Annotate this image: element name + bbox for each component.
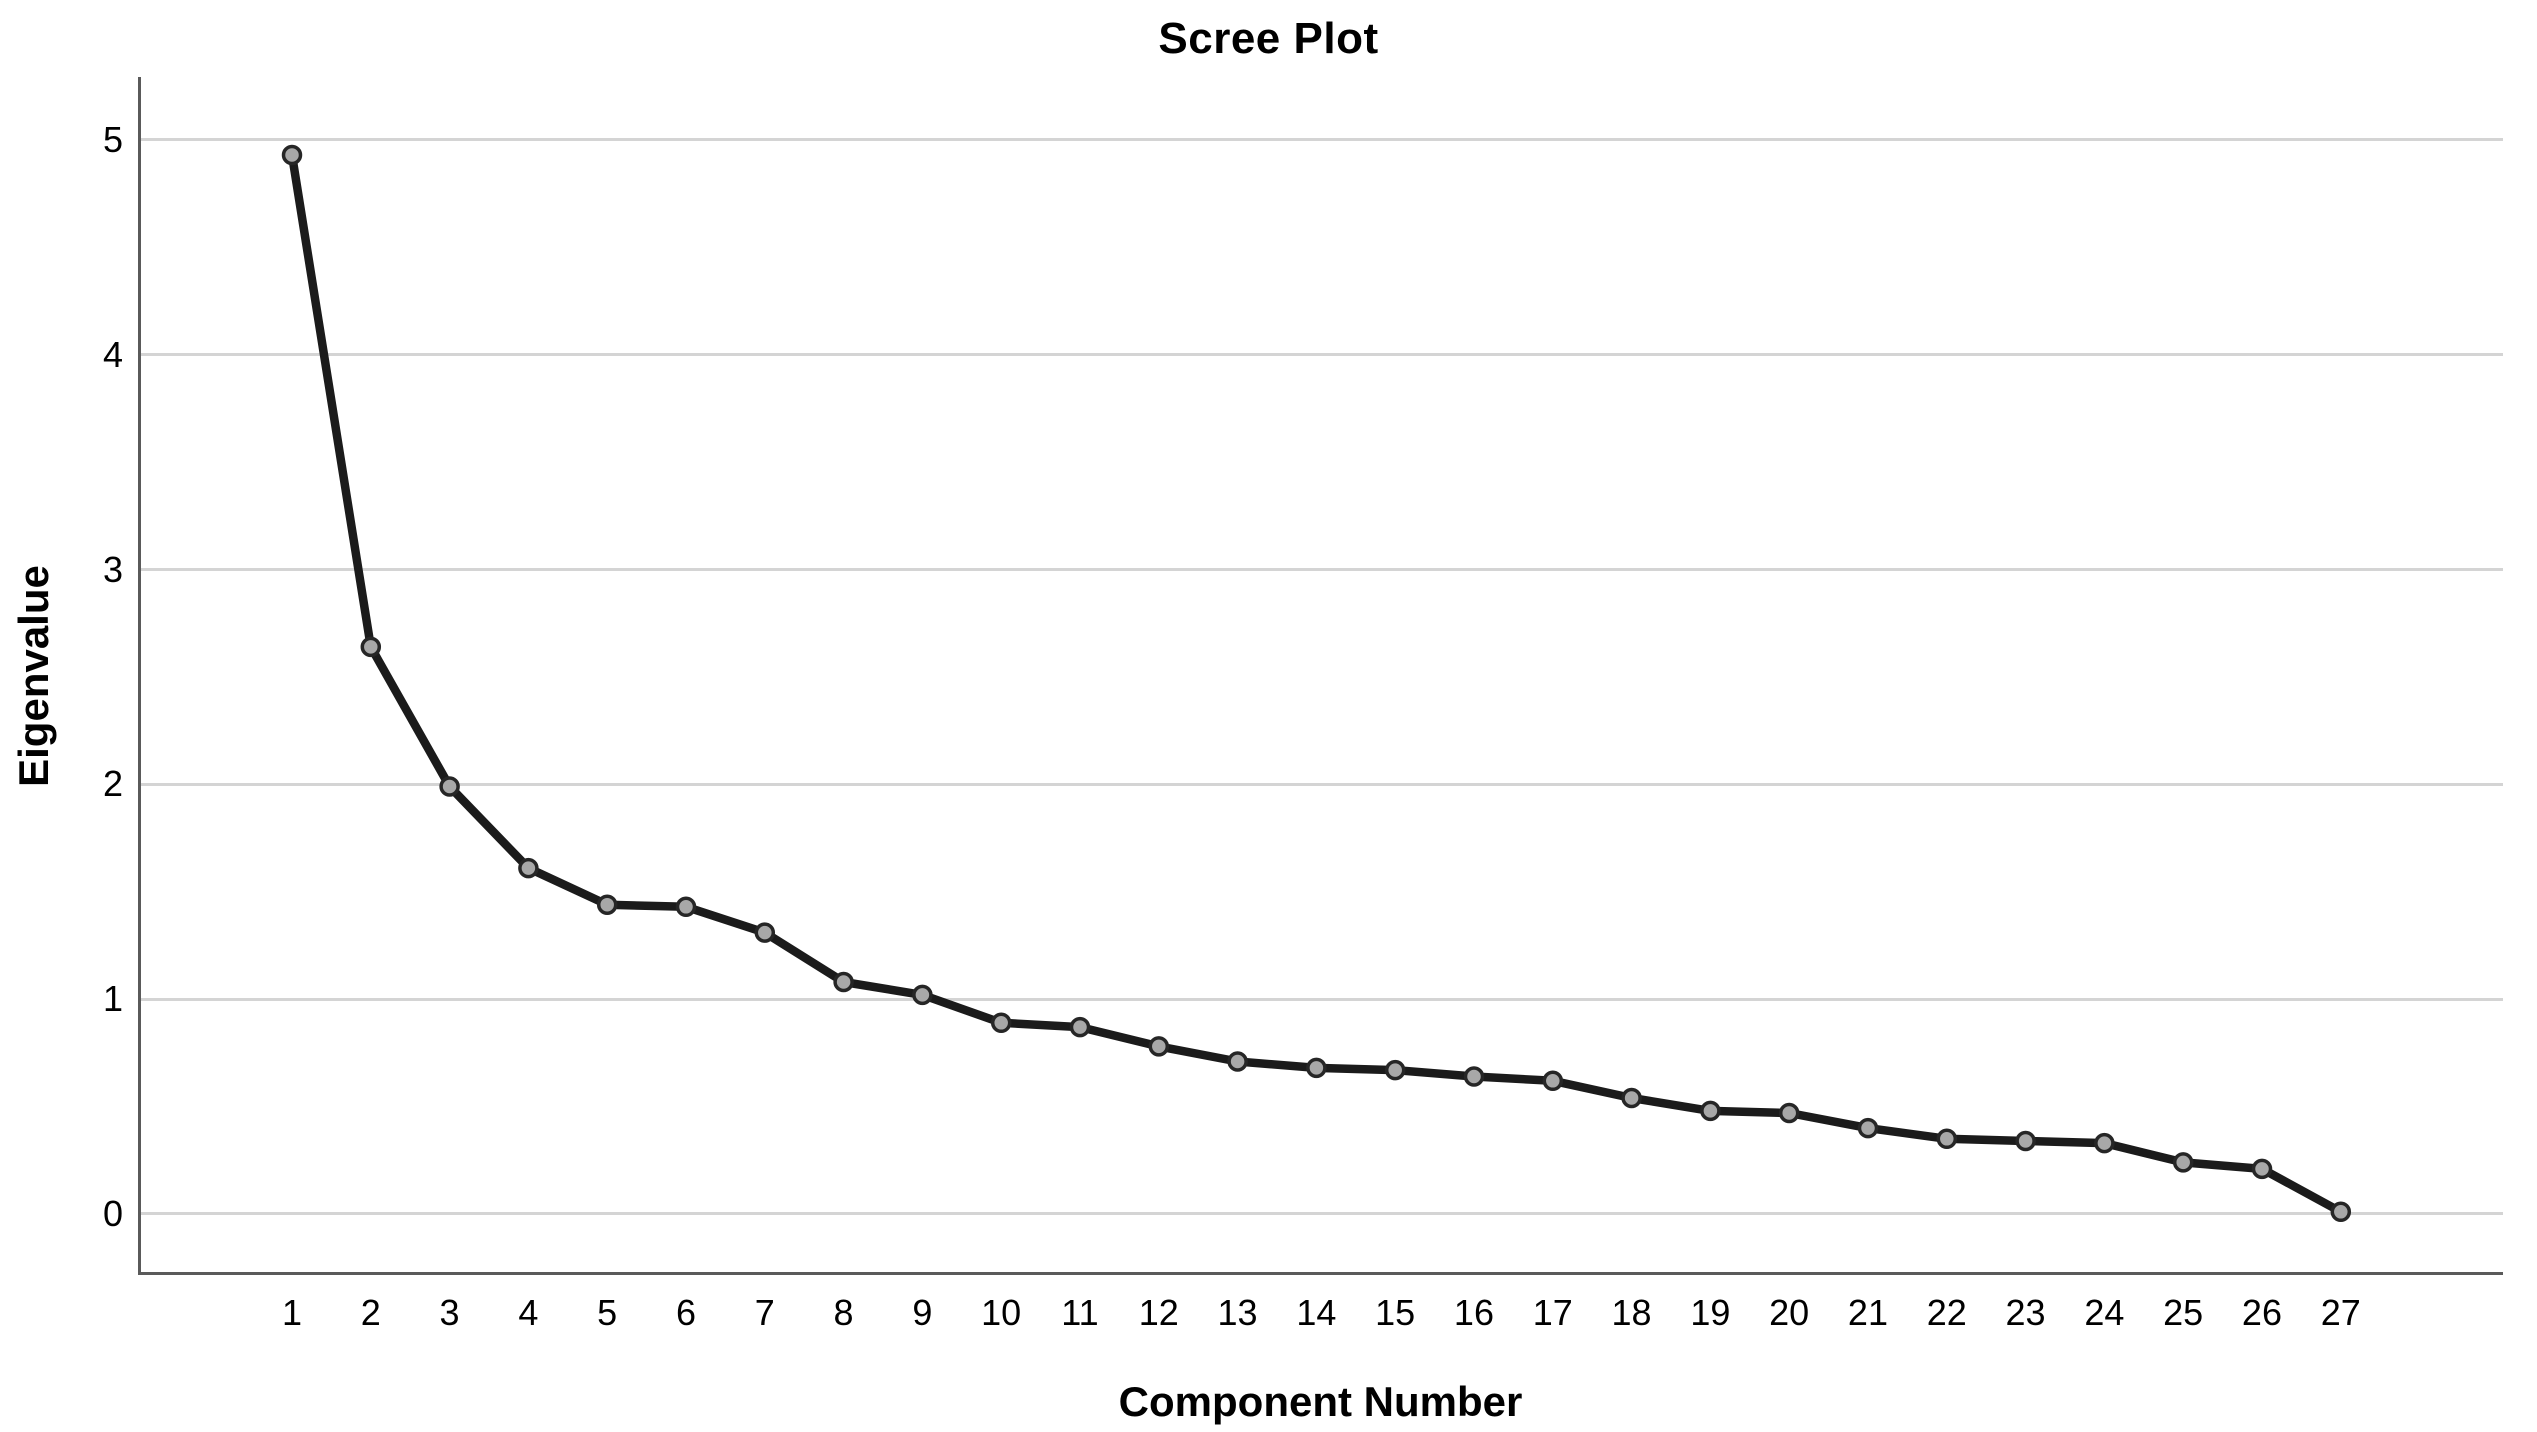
gridline-y-3 <box>138 568 2503 572</box>
plot-area <box>138 77 2503 1275</box>
data-point-14 <box>1306 1057 1327 1079</box>
data-point-26 <box>2251 1158 2273 1180</box>
data-point-21 <box>1857 1117 1879 1139</box>
x-tick-label-15: 15 <box>1375 1292 1416 1333</box>
y-axis-title: Eigenvalue <box>10 565 57 787</box>
data-point-22 <box>1936 1128 1958 1150</box>
x-tick-label-6: 6 <box>675 1292 696 1333</box>
x-tick-label-26: 26 <box>2241 1292 2282 1333</box>
x-tick-label-24: 24 <box>2084 1292 2125 1333</box>
x-tick-label-8: 8 <box>833 1292 854 1333</box>
data-point-24 <box>2094 1132 2115 1154</box>
x-tick-label-17: 17 <box>1532 1292 1573 1333</box>
x-tick-label-25: 25 <box>2163 1292 2204 1333</box>
data-point-16 <box>1463 1066 1485 1087</box>
y-axis-line <box>138 77 141 1275</box>
gridline-y-2 <box>138 782 2503 786</box>
data-point-3 <box>439 776 460 797</box>
y-tick-label-2: 2 <box>102 763 123 805</box>
data-point-17 <box>1542 1070 1564 1092</box>
x-tick-label-11: 11 <box>1061 1292 1099 1333</box>
data-point-19 <box>1700 1100 1721 1122</box>
data-point-7 <box>754 922 776 943</box>
data-point-1 <box>281 144 303 166</box>
data-point-4 <box>518 857 539 879</box>
x-tick-label-16: 16 <box>1453 1292 1494 1333</box>
x-axis-title: Component Number <box>1118 1378 1523 1425</box>
gridline-y-5 <box>138 138 2503 142</box>
data-point-15 <box>1384 1059 1406 1081</box>
x-tick-label-14: 14 <box>1296 1292 1337 1333</box>
x-tick-label-9: 9 <box>912 1292 933 1333</box>
chart-title: Scree Plot <box>1158 14 1379 63</box>
x-tick-label-5: 5 <box>597 1292 618 1333</box>
x-tick-label-3: 3 <box>439 1292 460 1333</box>
gridline-y-1 <box>138 997 2503 1001</box>
y-tick-label-1: 1 <box>102 978 123 1020</box>
data-point-6 <box>675 896 697 918</box>
data-point-25 <box>2172 1152 2194 1173</box>
x-tick-label-1: 1 <box>281 1292 302 1333</box>
x-tick-label-27: 27 <box>2320 1292 2361 1333</box>
x-tick-label-23: 23 <box>2005 1292 2046 1333</box>
eigenvalue-line <box>287 150 2346 1217</box>
y-tick-label-5: 5 <box>102 118 123 160</box>
y-tick-label-4: 4 <box>102 333 123 375</box>
data-point-10 <box>990 1012 1012 1034</box>
x-axis-line <box>138 1272 2503 1275</box>
gridline-y-4 <box>138 353 2503 357</box>
data-point-12 <box>1148 1036 1170 1057</box>
x-tick-label-18: 18 <box>1611 1292 1652 1333</box>
data-point-13 <box>1227 1051 1248 1072</box>
gridline-y-0 <box>138 1212 2503 1216</box>
x-tick-label-13: 13 <box>1217 1292 1258 1333</box>
y-tick-label-0: 0 <box>102 1192 123 1234</box>
data-point-2 <box>360 636 382 658</box>
x-tick-label-20: 20 <box>1769 1292 1810 1333</box>
data-point-27 <box>2330 1201 2352 1223</box>
data-point-5 <box>596 894 618 915</box>
x-tick-label-21: 21 <box>1847 1292 1888 1333</box>
x-tick-label-7: 7 <box>754 1292 775 1333</box>
y-tick-label-3: 3 <box>102 548 123 590</box>
x-tick-label-19: 19 <box>1690 1292 1731 1333</box>
x-tick-label-4: 4 <box>518 1292 539 1333</box>
x-tick-label-22: 22 <box>1926 1292 1967 1333</box>
data-point-23 <box>2015 1130 2036 1152</box>
x-tick-label-2: 2 <box>360 1292 381 1333</box>
data-point-20 <box>1778 1102 1800 1124</box>
x-tick-label-10: 10 <box>981 1292 1022 1333</box>
eigenvalue-series-svg <box>281 144 2352 1223</box>
data-point-11 <box>1069 1016 1091 1038</box>
x-tick-label-12: 12 <box>1138 1292 1179 1333</box>
data-point-18 <box>1621 1087 1642 1109</box>
data-point-8 <box>833 971 854 993</box>
data-point-9 <box>912 984 933 1006</box>
